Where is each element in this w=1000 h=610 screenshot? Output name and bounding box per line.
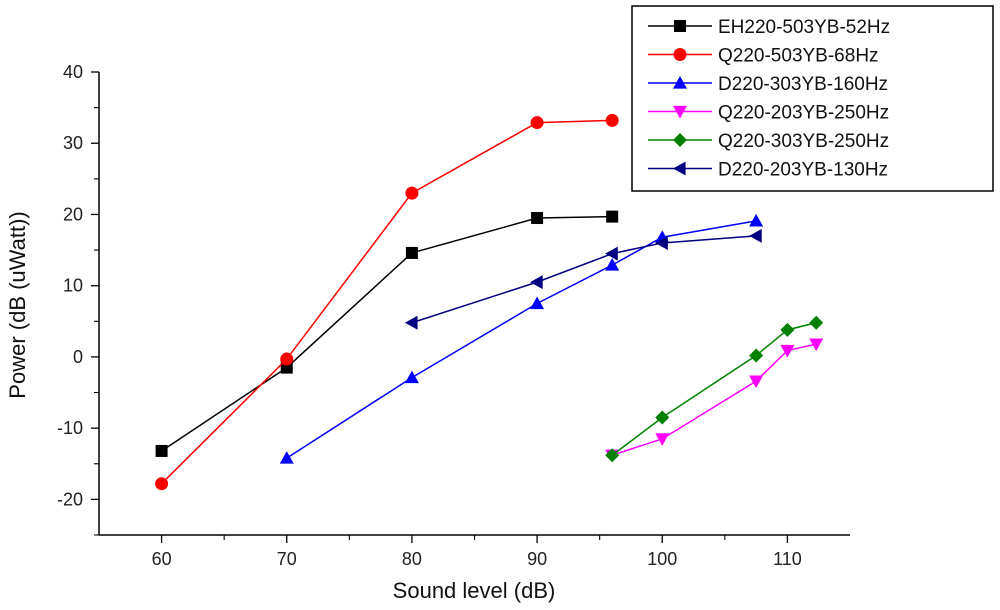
legend-marker — [674, 20, 686, 32]
y-tick-label: -10 — [57, 418, 83, 438]
data-point — [605, 246, 618, 261]
data-point — [530, 116, 544, 130]
legend-label: EH220-503YB-52Hz — [718, 17, 890, 38]
ticks: 60 70 80 90 100 110 -20 -10 0 10 20 30 40 — [57, 62, 802, 569]
x-tick-label: 100 — [647, 549, 677, 569]
legend-item: D220-203YB-130Hz — [648, 160, 888, 181]
data-point — [749, 348, 764, 363]
data-point — [280, 352, 294, 366]
legend-marker — [673, 161, 686, 176]
data-point — [809, 315, 824, 330]
y-tick-label: -20 — [57, 489, 83, 509]
y-tick-label: 40 — [63, 62, 83, 82]
data-point — [605, 113, 619, 127]
legend-label: D220-203YB-130Hz — [718, 160, 888, 181]
y-tick-label: 10 — [63, 276, 83, 296]
series-layer — [155, 113, 824, 491]
data-point — [605, 258, 620, 271]
x-tick-label: 90 — [527, 549, 547, 569]
data-point — [809, 338, 824, 352]
legend-label: D220-303YB-160Hz — [718, 74, 888, 95]
data-point — [606, 210, 619, 223]
series-line — [286, 220, 757, 459]
data-point — [404, 315, 418, 330]
legend-item: Q220-503YB-68Hz — [648, 46, 879, 67]
legend-label: Q220-303YB-250Hz — [718, 131, 889, 152]
series-2 — [279, 213, 764, 464]
legend-marker — [673, 48, 687, 61]
x-axis-title: Sound level (dB) — [393, 578, 556, 603]
series-4 — [605, 315, 824, 463]
series-3 — [605, 338, 824, 463]
data-point — [780, 322, 795, 337]
data-point — [155, 444, 168, 457]
data-point — [404, 370, 419, 384]
data-point — [531, 212, 544, 225]
series-line — [611, 322, 817, 456]
y-tick-label: 20 — [63, 204, 83, 224]
y-axis-title: Power (dB (uWatt)) — [5, 211, 30, 398]
data-point — [780, 344, 795, 358]
data-point — [749, 213, 764, 227]
legend-label: Q220-203YB-250Hz — [718, 103, 889, 124]
data-point — [155, 477, 169, 491]
x-tick-label: 80 — [402, 549, 422, 569]
data-point — [655, 410, 670, 425]
series-line — [161, 119, 613, 485]
legend-box — [631, 5, 994, 192]
data-point — [405, 246, 418, 259]
legend-label: Q220-503YB-68Hz — [718, 46, 879, 67]
data-point — [655, 433, 670, 446]
data-point — [530, 296, 545, 310]
series-line — [611, 343, 817, 456]
legend-item: EH220-503YB-52Hz — [648, 17, 890, 38]
y-tick-label: 30 — [63, 133, 83, 153]
x-tick-label: 60 — [152, 549, 172, 569]
data-point — [749, 375, 764, 389]
legend-item: Q220-203YB-250Hz — [648, 103, 889, 124]
data-point — [655, 235, 668, 250]
y-tick-label: 0 — [73, 347, 83, 367]
data-point — [279, 451, 294, 464]
legend-marker — [673, 76, 687, 89]
data-point — [530, 275, 543, 290]
x-tick-label: 70 — [277, 549, 297, 569]
legend-item: D220-303YB-160Hz — [648, 74, 888, 95]
series-1 — [155, 113, 619, 491]
legend-marker — [673, 105, 687, 119]
data-point — [605, 448, 620, 463]
data-point — [749, 228, 762, 243]
x-tick-label: 110 — [773, 549, 802, 569]
data-point — [405, 186, 419, 200]
legend: EH220-503YB-52Hz Q220-503YB-68Hz D220-303Y… — [631, 5, 994, 192]
series-5 — [404, 228, 762, 330]
legend-marker — [673, 133, 687, 147]
legend-item: Q220-303YB-250Hz — [648, 131, 889, 152]
